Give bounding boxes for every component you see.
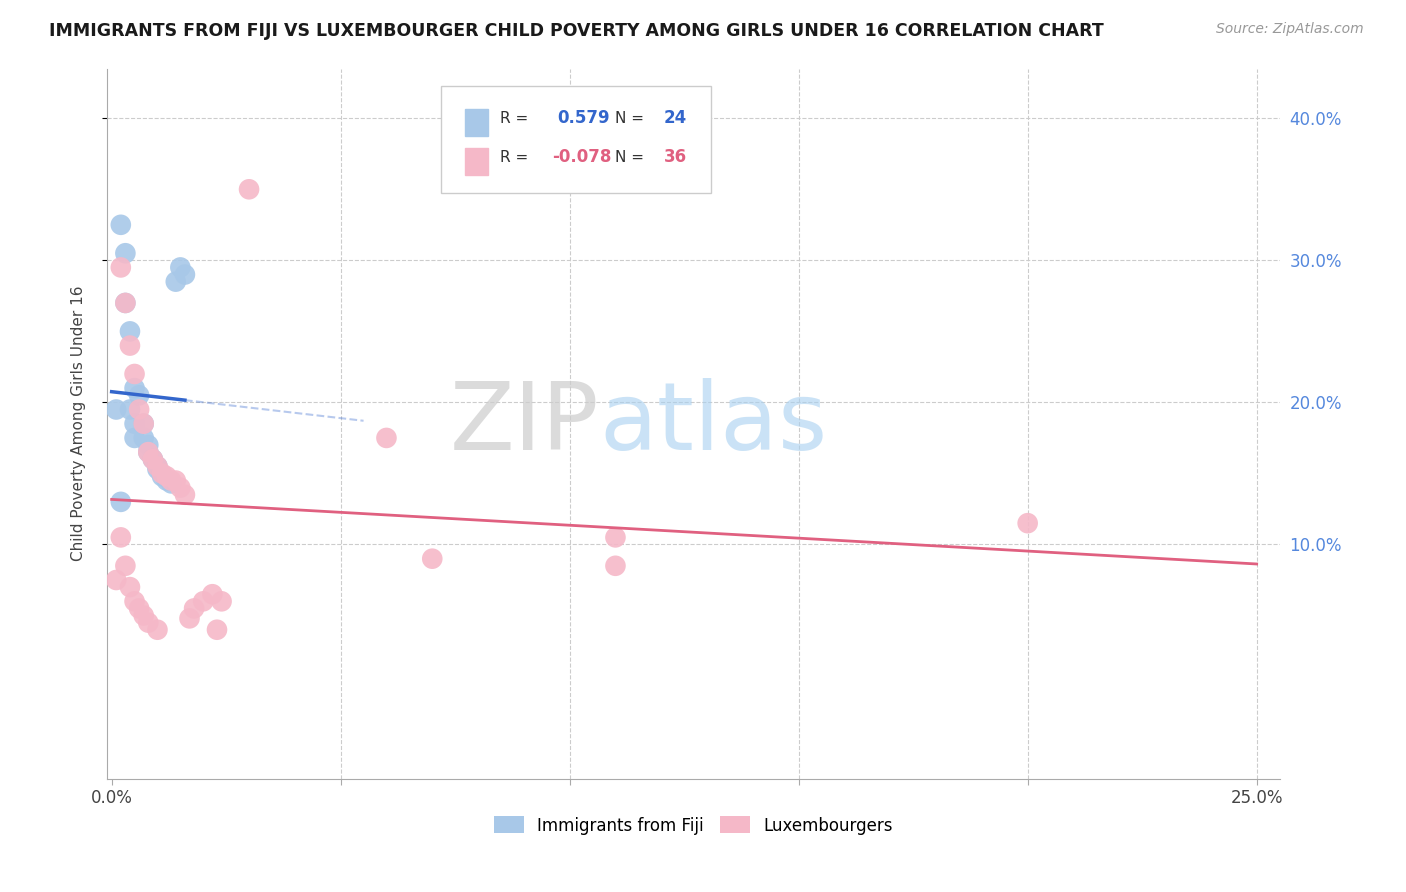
Point [156, 474, 179, 488]
Point [105, 573, 128, 587]
Point [211, 594, 233, 608]
Point [114, 296, 136, 310]
Point [146, 459, 169, 474]
Text: 24: 24 [664, 109, 688, 128]
Point [136, 438, 159, 452]
Text: atlas: atlas [599, 377, 828, 470]
Point [128, 388, 150, 402]
Point [132, 431, 155, 445]
Text: 0.579: 0.579 [557, 109, 610, 128]
Point [174, 488, 197, 502]
Point [160, 476, 183, 491]
Point [128, 601, 150, 615]
Text: IMMIGRANTS FROM FIJI VS LUXEMBOURGER CHILD POVERTY AMONG GIRLS UNDER 16 CORRELAT: IMMIGRANTS FROM FIJI VS LUXEMBOURGER CHI… [49, 22, 1104, 40]
Point [136, 445, 159, 459]
Point [118, 338, 141, 352]
Point [193, 594, 215, 608]
Point [169, 260, 191, 275]
Bar [465, 148, 488, 175]
Legend: Immigrants from Fiji, Luxembourgers: Immigrants from Fiji, Luxembourgers [494, 816, 893, 835]
Point [118, 580, 141, 594]
Point [165, 474, 187, 488]
Point [110, 530, 132, 544]
Text: Source: ZipAtlas.com: Source: ZipAtlas.com [1216, 22, 1364, 37]
Point [132, 608, 155, 623]
Point [114, 296, 136, 310]
Text: -0.078: -0.078 [553, 148, 612, 166]
Point [124, 417, 146, 431]
Text: 36: 36 [664, 148, 688, 166]
Text: R =: R = [501, 150, 533, 165]
Text: R =: R = [501, 111, 533, 126]
Point [605, 558, 627, 573]
Point [118, 402, 141, 417]
Point [136, 445, 159, 459]
Point [132, 417, 155, 431]
Point [110, 495, 132, 509]
Point [150, 469, 173, 483]
Point [1017, 516, 1039, 531]
Point [114, 558, 136, 573]
Point [420, 551, 443, 566]
Point [124, 594, 146, 608]
Point [124, 367, 146, 381]
Text: ZIP: ZIP [450, 377, 599, 470]
Point [169, 481, 191, 495]
Point [150, 467, 173, 481]
Point [160, 474, 183, 488]
Point [110, 218, 132, 232]
Point [118, 324, 141, 338]
FancyBboxPatch shape [441, 87, 711, 193]
Point [142, 452, 165, 467]
Point [605, 530, 627, 544]
Point [124, 381, 146, 395]
Point [179, 611, 201, 625]
Point [142, 452, 165, 467]
Point [146, 459, 169, 474]
Point [132, 417, 155, 431]
Point [110, 260, 132, 275]
Point [375, 431, 398, 445]
Bar [465, 109, 488, 136]
Point [105, 402, 128, 417]
Point [165, 275, 187, 289]
Point [124, 431, 146, 445]
Point [156, 469, 179, 483]
Point [114, 246, 136, 260]
Point [146, 462, 169, 476]
Point [174, 268, 197, 282]
Point [201, 587, 224, 601]
Point [183, 601, 205, 615]
Point [128, 402, 150, 417]
Y-axis label: Child Poverty Among Girls Under 16: Child Poverty Among Girls Under 16 [72, 286, 86, 561]
Text: N =: N = [614, 111, 648, 126]
Point [205, 623, 228, 637]
Text: N =: N = [614, 150, 648, 165]
Point [136, 615, 159, 630]
Point [146, 623, 169, 637]
Point [238, 182, 260, 196]
